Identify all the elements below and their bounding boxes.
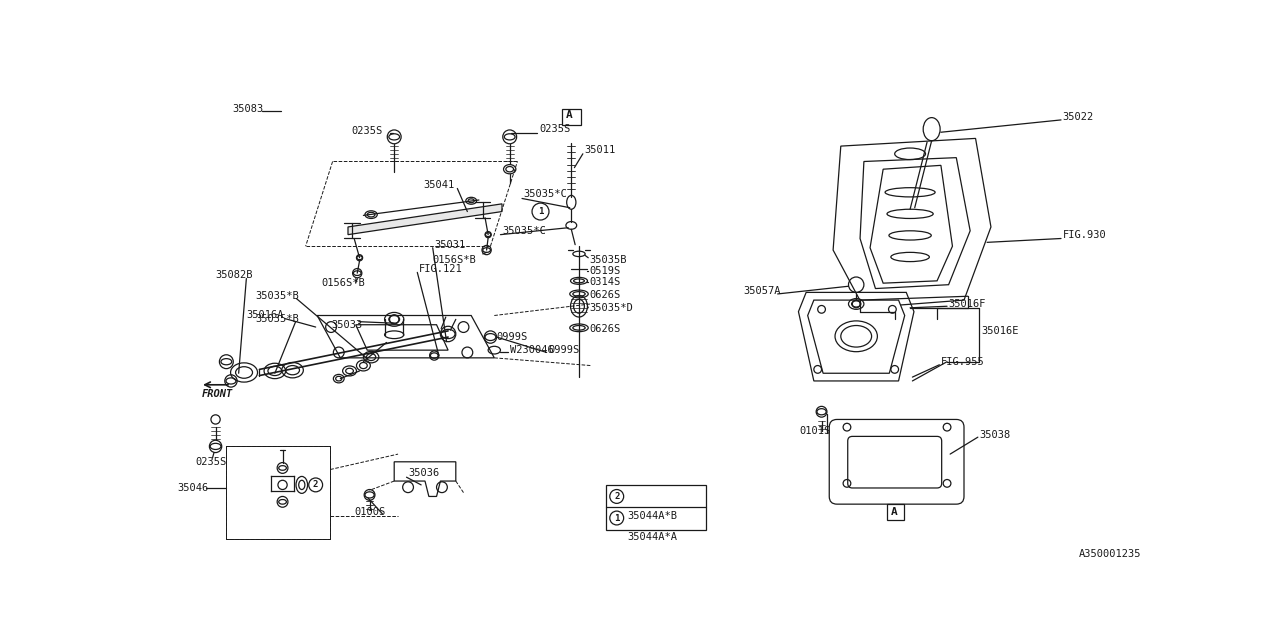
Text: 35033: 35033 [332, 320, 362, 330]
Bar [605, 485, 707, 529]
Text: 1: 1 [538, 207, 543, 216]
Text: 35016F: 35016F [948, 299, 986, 309]
Text: 1: 1 [614, 513, 620, 522]
Text: 0999S: 0999S [497, 332, 527, 342]
Text: W230046: W230046 [509, 345, 553, 355]
Text: FIG.121: FIG.121 [419, 264, 462, 275]
Text: 35031: 35031 [434, 239, 466, 250]
Text: 0156S*B: 0156S*B [321, 278, 366, 288]
Bar [887, 504, 904, 520]
Text: 35022: 35022 [1062, 112, 1094, 122]
Text: 35044A*A: 35044A*A [627, 532, 677, 542]
Text: 35044A*B: 35044A*B [627, 511, 677, 521]
Text: 0626S: 0626S [590, 291, 621, 300]
Polygon shape [356, 324, 448, 350]
Text: 35035B: 35035B [590, 255, 627, 265]
Text: 35046: 35046 [177, 483, 209, 493]
Text: 35082B: 35082B [215, 271, 253, 280]
Polygon shape [808, 300, 905, 373]
Text: 35041: 35041 [424, 180, 454, 189]
Text: 35035*D: 35035*D [590, 303, 634, 313]
Text: A350001235: A350001235 [1079, 549, 1140, 559]
Text: 35036: 35036 [408, 468, 439, 478]
Text: 35035*B: 35035*B [256, 291, 300, 301]
Bar [227, 447, 330, 539]
Text: 0235S: 0235S [196, 457, 227, 467]
Polygon shape [860, 157, 970, 289]
Text: 35083: 35083 [233, 104, 264, 114]
Text: 35035*C: 35035*C [502, 226, 545, 236]
Text: A: A [891, 507, 897, 517]
Bar [227, 447, 330, 539]
Text: A: A [566, 110, 572, 120]
Text: FIG.955: FIG.955 [941, 356, 984, 367]
Bar [562, 109, 581, 125]
Text: 0626S: 0626S [590, 324, 621, 334]
Text: 0235S: 0235S [539, 124, 570, 134]
Polygon shape [348, 204, 502, 235]
Text: 0101S: 0101S [799, 426, 831, 436]
Text: 35016A: 35016A [246, 310, 284, 321]
Text: 2: 2 [614, 492, 620, 501]
Text: 0519S: 0519S [590, 266, 621, 276]
Text: 0235S: 0235S [352, 125, 383, 136]
Text: 35038: 35038 [979, 430, 1011, 440]
Text: 0156S*B: 0156S*B [433, 255, 476, 265]
Text: 0100S: 0100S [355, 507, 385, 517]
Text: 35011: 35011 [585, 145, 616, 155]
Text: 35057A: 35057A [744, 286, 781, 296]
Text: 0314S: 0314S [590, 277, 621, 287]
Text: 2: 2 [314, 481, 319, 490]
Text: 0999S: 0999S [548, 345, 580, 355]
Text: 35035*B: 35035*B [256, 314, 300, 324]
Text: 35016E: 35016E [980, 326, 1019, 336]
Text: 35035*C: 35035*C [524, 189, 567, 199]
Text: FIG.930: FIG.930 [1062, 230, 1106, 239]
Text: FRONT: FRONT [202, 389, 233, 399]
